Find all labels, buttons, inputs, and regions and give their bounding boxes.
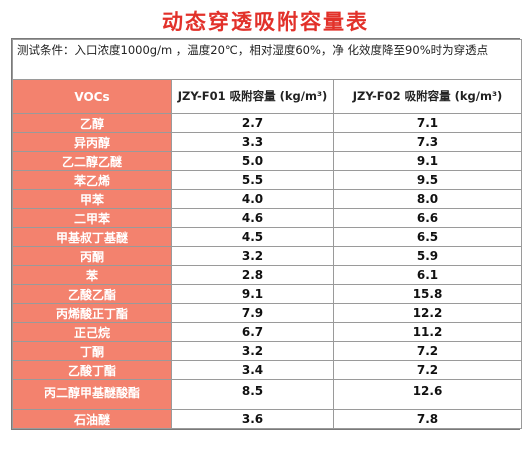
f01-capacity-cell: 5.5 <box>171 170 334 190</box>
f01-capacity-cell: 3.2 <box>171 246 334 266</box>
voc-name-cell: 甲基叔丁基醚 <box>12 227 172 247</box>
f01-capacity-cell: 8.5 <box>171 379 334 410</box>
test-conditions: 测试条件：入口浓度1000g/m ，温度20℃，相对湿度60%，净 化效度降至9… <box>11 39 523 80</box>
table-row: 甲基叔丁基醚 4.5 6.5 <box>12 227 523 247</box>
table-row: 乙二醇乙醚 5.0 9.1 <box>12 151 523 171</box>
voc-name-cell: 苯 <box>12 265 172 285</box>
f02-capacity-cell: 12.6 <box>332 379 523 410</box>
voc-name-cell: 乙醇 <box>12 113 172 133</box>
f02-capacity-cell: 5.9 <box>332 246 523 266</box>
table-row: 石油醚 3.6 7.8 <box>12 409 523 429</box>
voc-name-cell: 正己烷 <box>12 322 172 342</box>
table-row: 苯 2.8 6.1 <box>12 265 523 285</box>
f02-capacity-cell: 11.2 <box>332 322 523 342</box>
f01-capacity-cell: 6.7 <box>171 322 334 342</box>
table-row: 丙二醇甲基醚酸酯 8.5 12.6 <box>12 379 523 410</box>
f02-capacity-cell: 7.1 <box>332 113 523 133</box>
f02-capacity-cell: 7.2 <box>332 341 523 361</box>
voc-name-cell: 二甲苯 <box>12 208 172 228</box>
table-row: 丁酮 3.2 7.2 <box>12 341 523 361</box>
f01-capacity-cell: 2.7 <box>171 113 334 133</box>
f01-capacity-cell: 3.3 <box>171 132 334 152</box>
table-row: 乙醇 2.7 7.1 <box>12 113 523 133</box>
f02-capacity-cell: 7.3 <box>332 132 523 152</box>
column-header-f01: JZY-F01 吸附容量 (kg/m³) <box>171 79 334 114</box>
column-header-vocs: VOCs <box>12 79 172 114</box>
table-row: 丙烯酸正丁酯 7.9 12.2 <box>12 303 523 323</box>
voc-name-cell: 丙酮 <box>12 246 172 266</box>
f02-capacity-cell: 9.1 <box>332 151 523 171</box>
f01-capacity-cell: 5.0 <box>171 151 334 171</box>
voc-name-cell: 异丙醇 <box>12 132 172 152</box>
f02-capacity-cell: 7.2 <box>332 360 523 380</box>
f02-capacity-cell: 15.8 <box>332 284 523 304</box>
f02-capacity-cell: 7.8 <box>332 409 523 429</box>
table-row: 异丙醇 3.3 7.3 <box>12 132 523 152</box>
f02-capacity-cell: 9.5 <box>332 170 523 190</box>
table-title: 动态穿透吸附容量表 <box>162 10 369 34</box>
voc-name-cell: 丙烯酸正丁酯 <box>12 303 172 323</box>
table-row: 二甲苯 4.6 6.6 <box>12 208 523 228</box>
f01-capacity-cell: 3.4 <box>171 360 334 380</box>
adsorption-table: 测试条件：入口浓度1000g/m ，温度20℃，相对湿度60%，净 化效度降至9… <box>11 38 523 430</box>
voc-name-cell: 乙酸乙酯 <box>12 284 172 304</box>
f01-capacity-cell: 3.6 <box>171 409 334 429</box>
table-row: 乙酸丁酯 3.4 7.2 <box>12 360 523 380</box>
f01-capacity-cell: 4.6 <box>171 208 334 228</box>
f01-capacity-cell: 7.9 <box>171 303 334 323</box>
voc-name-cell: 丙二醇甲基醚酸酯 <box>12 379 172 410</box>
voc-name-cell: 石油醚 <box>12 409 172 429</box>
f02-capacity-cell: 6.6 <box>332 208 523 228</box>
table-row: 甲苯 4.0 8.0 <box>12 189 523 209</box>
voc-name-cell: 乙二醇乙醚 <box>12 151 172 171</box>
f01-capacity-cell: 4.0 <box>171 189 334 209</box>
voc-name-cell: 苯乙烯 <box>12 170 172 190</box>
f02-capacity-cell: 6.5 <box>332 227 523 247</box>
f02-capacity-cell: 12.2 <box>332 303 523 323</box>
f02-capacity-cell: 8.0 <box>332 189 523 209</box>
column-header-f02: JZY-F02 吸附容量 (kg/m³) <box>332 79 523 114</box>
table-row: 苯乙烯 5.5 9.5 <box>12 170 523 190</box>
f01-capacity-cell: 2.8 <box>171 265 334 285</box>
voc-name-cell: 甲苯 <box>12 189 172 209</box>
table-row: 丙酮 3.2 5.9 <box>12 246 523 266</box>
table-row: 正己烷 6.7 11.2 <box>12 322 523 342</box>
f01-capacity-cell: 3.2 <box>171 341 334 361</box>
voc-name-cell: 乙酸丁酯 <box>12 360 172 380</box>
f01-capacity-cell: 9.1 <box>171 284 334 304</box>
f02-capacity-cell: 6.1 <box>332 265 523 285</box>
voc-name-cell: 丁酮 <box>12 341 172 361</box>
f01-capacity-cell: 4.5 <box>171 227 334 247</box>
table-row: 乙酸乙酯 9.1 15.8 <box>12 284 523 304</box>
